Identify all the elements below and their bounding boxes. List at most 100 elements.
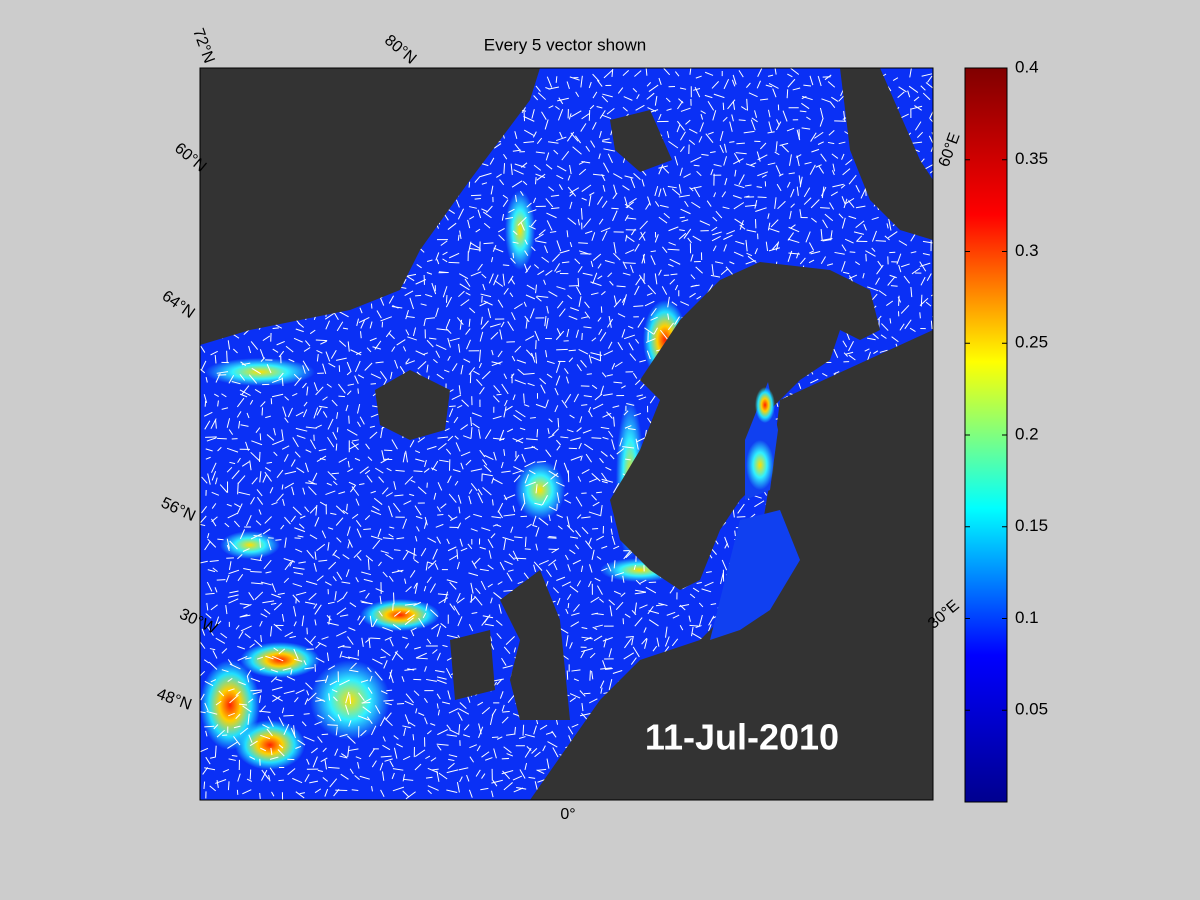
vector bbox=[549, 230, 557, 233]
vector bbox=[367, 456, 373, 461]
vector bbox=[914, 105, 923, 111]
vector bbox=[368, 748, 376, 757]
vector bbox=[442, 644, 448, 648]
vector bbox=[598, 153, 601, 160]
vector bbox=[490, 331, 499, 340]
vector bbox=[736, 142, 745, 145]
vector bbox=[302, 365, 306, 374]
vector bbox=[260, 401, 266, 407]
vector bbox=[424, 666, 427, 672]
vector bbox=[626, 402, 635, 406]
vector bbox=[884, 235, 890, 241]
vector bbox=[838, 95, 844, 102]
vector bbox=[767, 222, 771, 231]
vector bbox=[392, 786, 405, 792]
vector bbox=[341, 581, 351, 584]
vector bbox=[601, 230, 608, 241]
vector bbox=[555, 481, 565, 487]
vector bbox=[711, 81, 720, 89]
vector bbox=[565, 608, 569, 614]
vector bbox=[569, 697, 577, 703]
vector bbox=[469, 597, 476, 603]
vector bbox=[388, 505, 393, 518]
vector bbox=[380, 316, 392, 322]
ireland bbox=[450, 630, 495, 700]
vector bbox=[622, 185, 630, 191]
vector bbox=[670, 273, 678, 276]
vector bbox=[647, 196, 652, 206]
vector bbox=[331, 689, 338, 693]
vector bbox=[361, 637, 364, 647]
vector bbox=[218, 690, 225, 697]
vector bbox=[207, 569, 216, 573]
vector bbox=[631, 636, 634, 646]
vector bbox=[480, 316, 483, 325]
vector bbox=[336, 357, 347, 361]
vector bbox=[597, 275, 603, 280]
vector bbox=[635, 276, 642, 286]
vector bbox=[916, 131, 924, 138]
vector bbox=[451, 394, 462, 400]
vector bbox=[295, 328, 304, 333]
vector bbox=[591, 549, 595, 561]
vector bbox=[676, 124, 681, 133]
colorbar-tick-label: 0.25 bbox=[1015, 333, 1048, 352]
vector bbox=[260, 747, 267, 752]
vector bbox=[848, 215, 857, 220]
vector bbox=[380, 755, 392, 758]
vector bbox=[436, 625, 442, 637]
vector bbox=[513, 414, 522, 422]
vector bbox=[457, 405, 463, 409]
vector bbox=[873, 350, 879, 354]
vector bbox=[206, 581, 213, 592]
vector bbox=[710, 603, 717, 606]
vector bbox=[232, 348, 238, 354]
vector bbox=[863, 223, 867, 231]
vector bbox=[671, 638, 679, 647]
vector bbox=[491, 779, 503, 784]
vector bbox=[787, 73, 793, 78]
iceland bbox=[375, 370, 450, 440]
vector bbox=[389, 638, 394, 647]
vector bbox=[349, 602, 357, 608]
vector bbox=[613, 295, 618, 306]
vector bbox=[305, 449, 312, 453]
vector bbox=[200, 523, 206, 527]
vector bbox=[622, 272, 631, 276]
vector bbox=[503, 746, 512, 754]
vector bbox=[246, 675, 250, 683]
vector bbox=[585, 145, 591, 152]
vector bbox=[502, 273, 505, 286]
vector bbox=[754, 500, 765, 508]
vector bbox=[691, 186, 702, 190]
vector bbox=[624, 425, 632, 429]
vector bbox=[734, 169, 737, 177]
vector bbox=[239, 389, 251, 396]
vector bbox=[479, 449, 486, 458]
vector bbox=[231, 755, 238, 757]
vector bbox=[239, 727, 249, 735]
vector bbox=[602, 114, 612, 120]
vector bbox=[302, 382, 307, 389]
vector bbox=[324, 675, 329, 684]
vector bbox=[269, 756, 279, 760]
vector bbox=[641, 253, 646, 264]
vector bbox=[360, 679, 369, 683]
vector bbox=[580, 123, 587, 132]
vector bbox=[644, 300, 655, 307]
vector bbox=[745, 163, 755, 168]
vector bbox=[580, 316, 589, 319]
vector bbox=[332, 553, 341, 559]
vector bbox=[786, 127, 795, 132]
vector bbox=[258, 451, 261, 462]
vector bbox=[576, 580, 582, 587]
vector bbox=[463, 724, 470, 731]
vector bbox=[738, 174, 745, 185]
vector bbox=[322, 411, 328, 418]
vector bbox=[577, 278, 580, 287]
vector bbox=[809, 164, 816, 175]
vector bbox=[250, 571, 262, 573]
vector bbox=[523, 301, 527, 307]
vector bbox=[621, 329, 626, 338]
vector bbox=[351, 439, 359, 442]
